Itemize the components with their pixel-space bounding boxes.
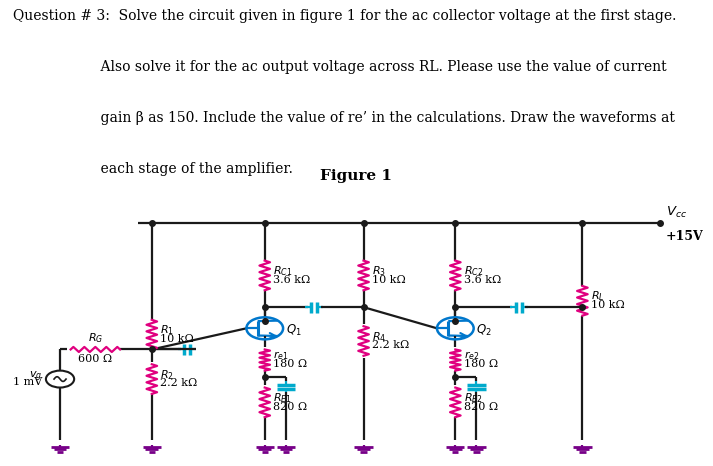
Text: $R_{C2}$: $R_{C2}$: [463, 264, 483, 278]
Text: Figure 1: Figure 1: [321, 169, 392, 183]
Text: 180 Ω: 180 Ω: [273, 359, 307, 369]
Text: $Q_1$: $Q_1$: [286, 322, 302, 337]
Text: $R_4$: $R_4$: [372, 330, 386, 343]
Text: 3.6 kΩ: 3.6 kΩ: [273, 274, 310, 285]
Text: $r_{e1}$: $r_{e1}$: [273, 350, 289, 362]
Text: 2.2 kΩ: 2.2 kΩ: [160, 378, 198, 388]
Text: $R_G$: $R_G$: [88, 331, 103, 345]
Text: 1 mV: 1 mV: [13, 377, 42, 387]
Text: $V_{cc}$: $V_{cc}$: [666, 206, 687, 220]
Text: $r_{e2}$: $r_{e2}$: [463, 350, 479, 362]
Text: $R_2$: $R_2$: [160, 368, 174, 382]
Text: 180 Ω: 180 Ω: [463, 359, 498, 369]
Text: $R_1$: $R_1$: [160, 323, 174, 337]
Text: Question # 3:  Solve the circuit given in figure 1 for the ac collector voltage : Question # 3: Solve the circuit given in…: [13, 9, 676, 23]
Text: $R_{E1}$: $R_{E1}$: [273, 391, 292, 405]
Text: 820 Ω: 820 Ω: [463, 402, 498, 411]
Text: $Q_2$: $Q_2$: [476, 322, 492, 337]
Text: 10 kΩ: 10 kΩ: [372, 274, 406, 285]
Text: $R_L$: $R_L$: [591, 290, 605, 303]
Text: $R_{E2}$: $R_{E2}$: [463, 391, 483, 405]
Text: 10 kΩ: 10 kΩ: [591, 300, 625, 310]
Text: each stage of the amplifier.: each stage of the amplifier.: [13, 162, 293, 176]
Text: 2.2 kΩ: 2.2 kΩ: [372, 340, 409, 350]
Text: $R_3$: $R_3$: [372, 264, 386, 278]
Text: $R_{C1}$: $R_{C1}$: [273, 264, 292, 278]
Text: 3.6 kΩ: 3.6 kΩ: [463, 274, 501, 285]
Text: 600 Ω: 600 Ω: [78, 354, 113, 364]
Text: 820 Ω: 820 Ω: [273, 402, 307, 411]
Text: +15V: +15V: [666, 230, 704, 243]
Text: gain β as 150. Include the value of re’ in the calculations. Draw the waveforms : gain β as 150. Include the value of re’ …: [13, 111, 674, 125]
Text: $v_g$: $v_g$: [29, 370, 42, 384]
Text: 10 kΩ: 10 kΩ: [160, 334, 194, 344]
Text: Also solve it for the ac output voltage across RL. Please use the value of curre: Also solve it for the ac output voltage …: [13, 61, 667, 75]
